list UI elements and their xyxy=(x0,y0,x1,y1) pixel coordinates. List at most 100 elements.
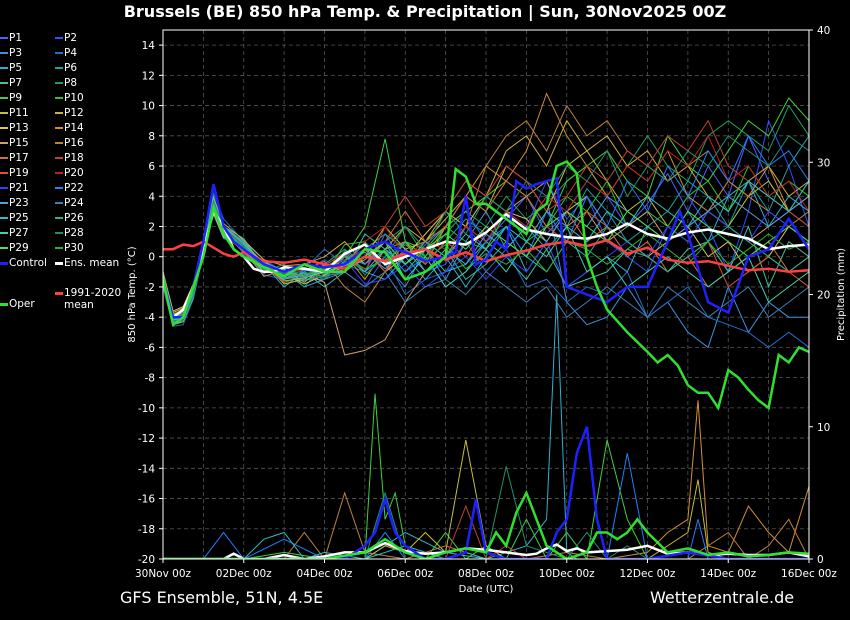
legend-item: P25 xyxy=(0,212,29,224)
legend-item: P22 xyxy=(55,182,84,194)
legend-swatch xyxy=(55,37,63,39)
y-tick-label: -2 xyxy=(145,282,155,294)
y-tick-label: -10 xyxy=(138,403,155,415)
legend: P1 P2 P3 P4 P5 P6 P7 P8 P9 P10 P11 P12 P13 P14 P15 P16 P… xyxy=(0,32,135,322)
y-tick-label: -6 xyxy=(145,342,156,354)
plot-frame xyxy=(162,29,810,560)
legend-label-line2: mean xyxy=(64,299,94,311)
legend-swatch xyxy=(55,232,63,234)
legend-item: P26 xyxy=(55,212,84,224)
legend-label: Ens. mean xyxy=(64,257,120,269)
legend-item: P19 xyxy=(0,167,29,179)
legend-label: P24 xyxy=(64,197,84,209)
legend-label: P22 xyxy=(64,182,84,194)
y-tick-label: 10 xyxy=(142,101,155,113)
legend-swatch xyxy=(55,97,63,99)
legend-label: P23 xyxy=(9,197,29,209)
precip-line-p5 xyxy=(163,294,809,559)
y2-tick-label: 20 xyxy=(817,290,830,302)
legend-label: Oper xyxy=(9,298,35,310)
legend-item: Ens. mean xyxy=(55,257,119,269)
legend-swatch xyxy=(0,142,8,144)
legend-swatch xyxy=(0,232,8,234)
legend-swatch xyxy=(55,157,63,159)
legend-swatch xyxy=(55,202,63,204)
legend-item: P9 xyxy=(0,92,22,104)
legend-item: P13 xyxy=(0,122,29,134)
legend-item: P8 xyxy=(55,77,77,89)
legend-item: P16 xyxy=(55,137,84,149)
y-tick-label: -12 xyxy=(138,433,155,445)
x-tick-label: 08Dec 00z xyxy=(458,568,514,580)
legend-swatch xyxy=(0,82,8,84)
legend-label: P21 xyxy=(9,182,29,194)
legend-item: P7 xyxy=(0,77,22,89)
precip-line-oper xyxy=(163,489,809,559)
legend-swatch xyxy=(55,217,63,219)
legend-swatch xyxy=(55,187,63,189)
chart-title: Brussels (BE) 850 hPa Temp. & Precipitat… xyxy=(123,2,727,21)
legend-item: P23 xyxy=(0,197,29,209)
legend-swatch xyxy=(0,157,8,159)
legend-swatch xyxy=(55,67,63,69)
precip-line-p9 xyxy=(163,393,809,559)
legend-item: P2 xyxy=(55,32,77,44)
y-tick-label: -20 xyxy=(138,554,155,566)
legend-item: P11 xyxy=(0,107,29,119)
legend-label: P28 xyxy=(64,227,84,239)
legend-item: P3 xyxy=(0,47,22,59)
legend-label: P18 xyxy=(64,152,84,164)
precip-line-p28 xyxy=(163,466,809,559)
legend-label: P10 xyxy=(64,92,84,104)
legend-label: P26 xyxy=(64,212,84,224)
legend-swatch xyxy=(0,97,8,99)
legend-label: P4 xyxy=(64,47,78,59)
legend-item: P28 xyxy=(55,227,84,239)
temp-line-p20 xyxy=(163,134,809,315)
legend-label: P20 xyxy=(64,167,84,179)
x-tick-label: 30Nov 00z xyxy=(135,568,192,580)
legend-label: P19 xyxy=(9,167,29,179)
legend-swatch xyxy=(0,202,8,204)
y-tick-label: 0 xyxy=(148,252,155,264)
legend-label: P3 xyxy=(9,47,23,59)
precip-line-p22 xyxy=(163,453,809,559)
legend-swatch xyxy=(0,37,8,39)
y-axis-label: 850 hPa Temp. (°C) xyxy=(127,246,138,342)
legend-swatch xyxy=(55,52,63,54)
legend-swatch xyxy=(0,187,8,189)
legend-item: P12 xyxy=(55,107,84,119)
legend-swatch xyxy=(55,291,63,295)
legend-swatch xyxy=(55,247,63,249)
legend-item: P20 xyxy=(55,167,84,179)
temp-line-control xyxy=(163,176,809,319)
legend-item: P15 xyxy=(0,137,29,149)
y2-tick-label: 30 xyxy=(817,157,830,169)
legend-item: P6 xyxy=(55,62,77,74)
y2-tick-label: 40 xyxy=(817,25,830,37)
legend-swatch xyxy=(0,247,8,249)
y-tick-label: 8 xyxy=(148,131,155,143)
legend-label: P30 xyxy=(64,242,84,254)
legend-swatch xyxy=(0,67,8,69)
legend-item: P5 xyxy=(0,62,22,74)
legend-item: P18 xyxy=(55,152,84,164)
legend-item: P29 xyxy=(0,242,29,254)
precip-line-control xyxy=(163,426,809,559)
precip-line-p14 xyxy=(163,400,809,559)
legend-label: P17 xyxy=(9,152,29,164)
y2-axis-label: Precipitation (mm) xyxy=(836,248,847,341)
y-tick-label: 4 xyxy=(148,191,155,203)
legend-item: P14 xyxy=(55,122,84,134)
legend-label: 1991-2020 xyxy=(64,287,122,299)
legend-item: P21 xyxy=(0,182,29,194)
legend-item: P30 xyxy=(55,242,84,254)
x-tick-label: 16Dec 00z xyxy=(781,568,837,580)
legend-item: P10 xyxy=(55,92,84,104)
legend-item: P24 xyxy=(55,197,84,209)
legend-label: P5 xyxy=(9,62,23,74)
x-tick-label: 04Dec 00z xyxy=(297,568,353,580)
legend-swatch xyxy=(0,261,8,265)
legend-label: P16 xyxy=(64,137,84,149)
